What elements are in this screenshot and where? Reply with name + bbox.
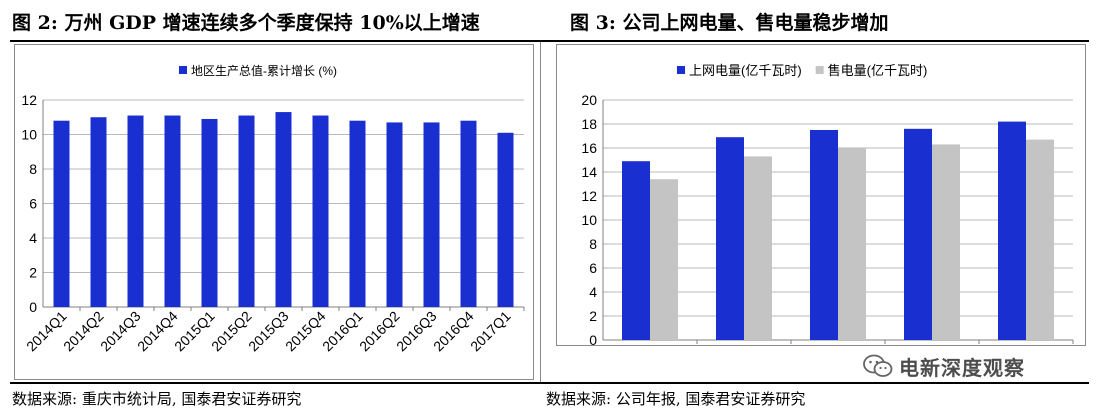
bottom-rule xyxy=(10,382,1089,384)
y-tick-label: 10 xyxy=(21,127,37,143)
y-tick-label: 0 xyxy=(29,299,37,315)
legend-label: 地区生产总值-累计增长 (%) xyxy=(191,63,337,78)
x-tick-label: 2015Q3 xyxy=(245,308,292,355)
bar xyxy=(716,137,744,340)
gdp-growth-chart: 0246810122014Q12014Q22014Q32014Q42015Q12… xyxy=(21,63,525,355)
bar xyxy=(53,120,70,307)
y-tick-label: 6 xyxy=(589,260,597,276)
y-tick-label: 14 xyxy=(581,164,597,180)
bar xyxy=(1026,139,1054,340)
bar xyxy=(90,117,107,307)
bar xyxy=(164,115,181,308)
bar xyxy=(201,118,218,307)
watermark-text: 电新深度观察 xyxy=(899,355,1025,380)
x-tick-label: 2016Q1 xyxy=(319,308,366,355)
electricity-volume-chart: 0246810121416182020122013201420152016上网电… xyxy=(581,63,1074,365)
y-tick-label: 2 xyxy=(29,265,37,281)
x-tick-label: 2014Q2 xyxy=(60,308,107,355)
bar xyxy=(349,120,366,307)
y-tick-label: 4 xyxy=(589,284,597,300)
y-tick-label: 16 xyxy=(581,140,597,156)
bar xyxy=(838,148,866,340)
figure-2-source: 数据来源: 重庆市统计局, 国泰君安证券研究 xyxy=(12,390,302,408)
bar xyxy=(238,115,255,308)
bar xyxy=(275,112,292,307)
bar xyxy=(460,120,477,307)
figure-3-source: 数据来源: 公司年报, 国泰君安证券研究 xyxy=(546,390,806,408)
y-tick-label: 4 xyxy=(29,230,37,246)
watermark: 电新深度观察 xyxy=(863,352,1025,380)
top-rule xyxy=(10,40,1089,42)
y-tick-label: 12 xyxy=(21,92,37,108)
bar xyxy=(744,156,772,340)
bar xyxy=(622,161,650,340)
x-tick-label: 2015Q4 xyxy=(282,308,329,355)
bar xyxy=(497,132,514,307)
electricity-chart-panel: 0246810121416182020122013201420152016上网电… xyxy=(556,44,1086,365)
bar xyxy=(998,121,1026,340)
bar xyxy=(932,144,960,340)
y-tick-label: 10 xyxy=(581,212,597,228)
legend-swatch xyxy=(815,66,824,74)
x-tick-label: 2016Q3 xyxy=(393,308,440,355)
y-tick-label: 2 xyxy=(589,308,597,324)
y-tick-label: 12 xyxy=(581,188,597,204)
bar xyxy=(650,179,678,340)
x-tick-label: 2015Q2 xyxy=(208,308,255,355)
figure-3-title: 图 3: 公司上网电量、售电量稳步增加 xyxy=(570,12,889,34)
x-tick-label: 2015Q1 xyxy=(171,308,218,355)
y-tick-label: 8 xyxy=(589,236,597,252)
bar xyxy=(386,122,403,307)
legend-label: 上网电量(亿千瓦时) xyxy=(689,63,802,78)
legend-swatch xyxy=(677,66,685,74)
x-tick-label: 2017Q1 xyxy=(467,308,514,355)
y-tick-label: 6 xyxy=(29,196,37,212)
legend-swatch xyxy=(179,66,187,74)
bar xyxy=(810,130,838,340)
legend-label: 售电量(亿千瓦时) xyxy=(828,63,928,78)
figure-2-title: 图 2: 万州 GDP 增速连续多个季度保持 10%以上增速 xyxy=(12,12,480,34)
wechat-icon xyxy=(863,354,893,377)
bar xyxy=(904,128,932,340)
y-tick-label: 20 xyxy=(581,92,597,108)
y-tick-label: 0 xyxy=(589,332,597,345)
panel-separator xyxy=(540,42,541,382)
y-tick-label: 8 xyxy=(29,161,37,177)
bar xyxy=(312,115,329,308)
gdp-chart-panel: 0 2 4 6 8 10 12 2014Q1 2014Q2 2014Q3 2014Q4 2015Q1 2… xyxy=(14,44,534,380)
x-tick-label: 2016Q2 xyxy=(356,308,403,355)
bar xyxy=(127,115,144,308)
x-tick-label: 2014Q3 xyxy=(97,308,144,355)
x-tick-label: 2016Q4 xyxy=(430,308,477,355)
bar xyxy=(423,122,440,307)
x-tick-label: 2014Q4 xyxy=(134,308,181,355)
y-tick-label: 18 xyxy=(581,116,597,132)
